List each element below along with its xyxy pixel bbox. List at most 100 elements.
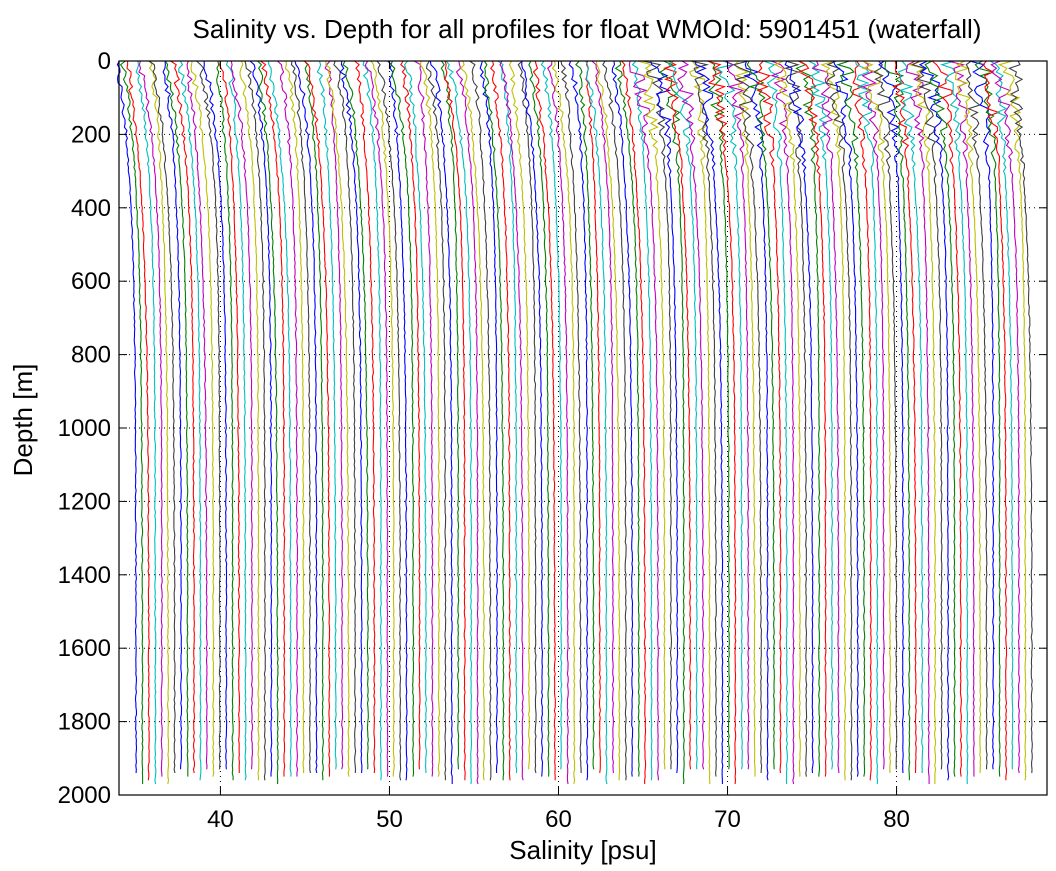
profile-line bbox=[400, 60, 421, 770]
profile-line bbox=[403, 60, 427, 774]
profile-line bbox=[483, 60, 505, 781]
profile-line bbox=[490, 60, 511, 781]
profile-line bbox=[743, 60, 769, 781]
profile-line bbox=[631, 60, 653, 781]
profile-line bbox=[165, 60, 189, 777]
profile-line bbox=[784, 60, 814, 774]
profile-line bbox=[225, 60, 247, 781]
profile-line bbox=[517, 60, 537, 774]
profile-line bbox=[892, 60, 917, 774]
profile-line bbox=[611, 60, 634, 777]
profile-line bbox=[965, 60, 988, 770]
profile-line bbox=[239, 60, 260, 781]
profile-line bbox=[773, 60, 801, 777]
profile-line bbox=[990, 60, 1014, 770]
chart-title: Salinity vs. Depth for all profiles for … bbox=[193, 14, 982, 44]
profile-line bbox=[575, 60, 595, 770]
profile-line bbox=[707, 60, 737, 785]
profile-line bbox=[621, 60, 647, 785]
profile-line bbox=[162, 60, 183, 770]
profile-line bbox=[568, 60, 589, 781]
profile-line bbox=[425, 60, 447, 781]
profile-line bbox=[284, 60, 305, 774]
profile-line bbox=[138, 60, 163, 777]
profile-line bbox=[203, 60, 228, 770]
profile-line bbox=[354, 60, 376, 774]
y-tick-label: 0 bbox=[98, 48, 111, 75]
y-axis-label: Depth [m] bbox=[8, 364, 38, 477]
profile-line bbox=[861, 60, 885, 770]
y-tick-label: 2000 bbox=[58, 782, 111, 809]
profile-line bbox=[479, 60, 498, 774]
profile-line bbox=[148, 60, 170, 785]
profile-line bbox=[808, 60, 834, 770]
profile-line bbox=[982, 60, 1008, 781]
profile-line bbox=[955, 60, 982, 774]
profile-line bbox=[585, 60, 608, 785]
profile-line bbox=[216, 60, 234, 781]
profile-line bbox=[244, 60, 266, 781]
profile-line bbox=[196, 60, 221, 770]
profile-line bbox=[413, 60, 434, 777]
profile-line bbox=[990, 60, 1021, 774]
profile-line bbox=[455, 60, 479, 785]
profile-line bbox=[444, 60, 466, 781]
profile-line bbox=[861, 60, 892, 774]
profile-line bbox=[677, 60, 705, 770]
profile-line bbox=[997, 60, 1027, 781]
profile-line bbox=[708, 60, 730, 770]
profile-line bbox=[694, 60, 724, 784]
profile-line bbox=[219, 60, 241, 774]
x-axis-label: Salinity [psu] bbox=[509, 835, 656, 865]
profile-line bbox=[508, 60, 531, 770]
profile-line bbox=[691, 60, 717, 777]
profile-line bbox=[249, 60, 273, 777]
profile-line bbox=[260, 60, 286, 777]
profile-line bbox=[650, 60, 679, 774]
profile-line bbox=[770, 60, 795, 785]
profile-line bbox=[178, 60, 202, 781]
profile-line bbox=[148, 60, 176, 774]
profile-line bbox=[376, 60, 402, 781]
y-tick-label: 1800 bbox=[58, 709, 111, 736]
profile-line bbox=[724, 60, 750, 770]
profile-line bbox=[1008, 60, 1033, 774]
profile-line bbox=[532, 60, 556, 781]
profile-line bbox=[668, 60, 698, 770]
profile-line bbox=[342, 60, 369, 770]
y-tick-label: 400 bbox=[71, 195, 111, 222]
profile-line bbox=[947, 60, 975, 777]
profile-line bbox=[339, 60, 363, 774]
profile-line bbox=[419, 60, 440, 777]
profile-line bbox=[440, 60, 460, 770]
profile-line bbox=[186, 60, 208, 770]
profile-line bbox=[595, 60, 621, 781]
profile-line bbox=[429, 60, 453, 784]
profile-line bbox=[907, 60, 937, 785]
y-tick-label: 200 bbox=[71, 121, 111, 148]
axis-ticks: 40 50 60 70 80020040060080010001200140016001… bbox=[58, 48, 1047, 833]
y-tick-label: 600 bbox=[71, 268, 111, 295]
profile-line bbox=[825, 60, 853, 781]
profile-line bbox=[755, 60, 782, 774]
profile-line bbox=[540, 60, 563, 770]
profile-line bbox=[884, 60, 911, 781]
profile-line bbox=[931, 60, 962, 777]
profile-line bbox=[924, 60, 956, 777]
x-tick-label: 40 bbox=[207, 806, 234, 833]
y-tick-label: 800 bbox=[71, 342, 111, 369]
profile-line bbox=[897, 60, 924, 774]
profile-line bbox=[852, 60, 872, 781]
profile-line bbox=[460, 60, 485, 781]
profile-line bbox=[637, 60, 666, 770]
profile-line bbox=[715, 60, 743, 770]
profile-line bbox=[325, 61, 350, 777]
x-tick-label: 60 bbox=[545, 806, 572, 833]
profile-line bbox=[969, 60, 995, 770]
profile-line bbox=[267, 60, 292, 777]
profile-line bbox=[783, 60, 808, 777]
x-tick-label: 70 bbox=[714, 806, 741, 833]
profile-line bbox=[362, 60, 382, 781]
profile-line bbox=[940, 60, 969, 784]
